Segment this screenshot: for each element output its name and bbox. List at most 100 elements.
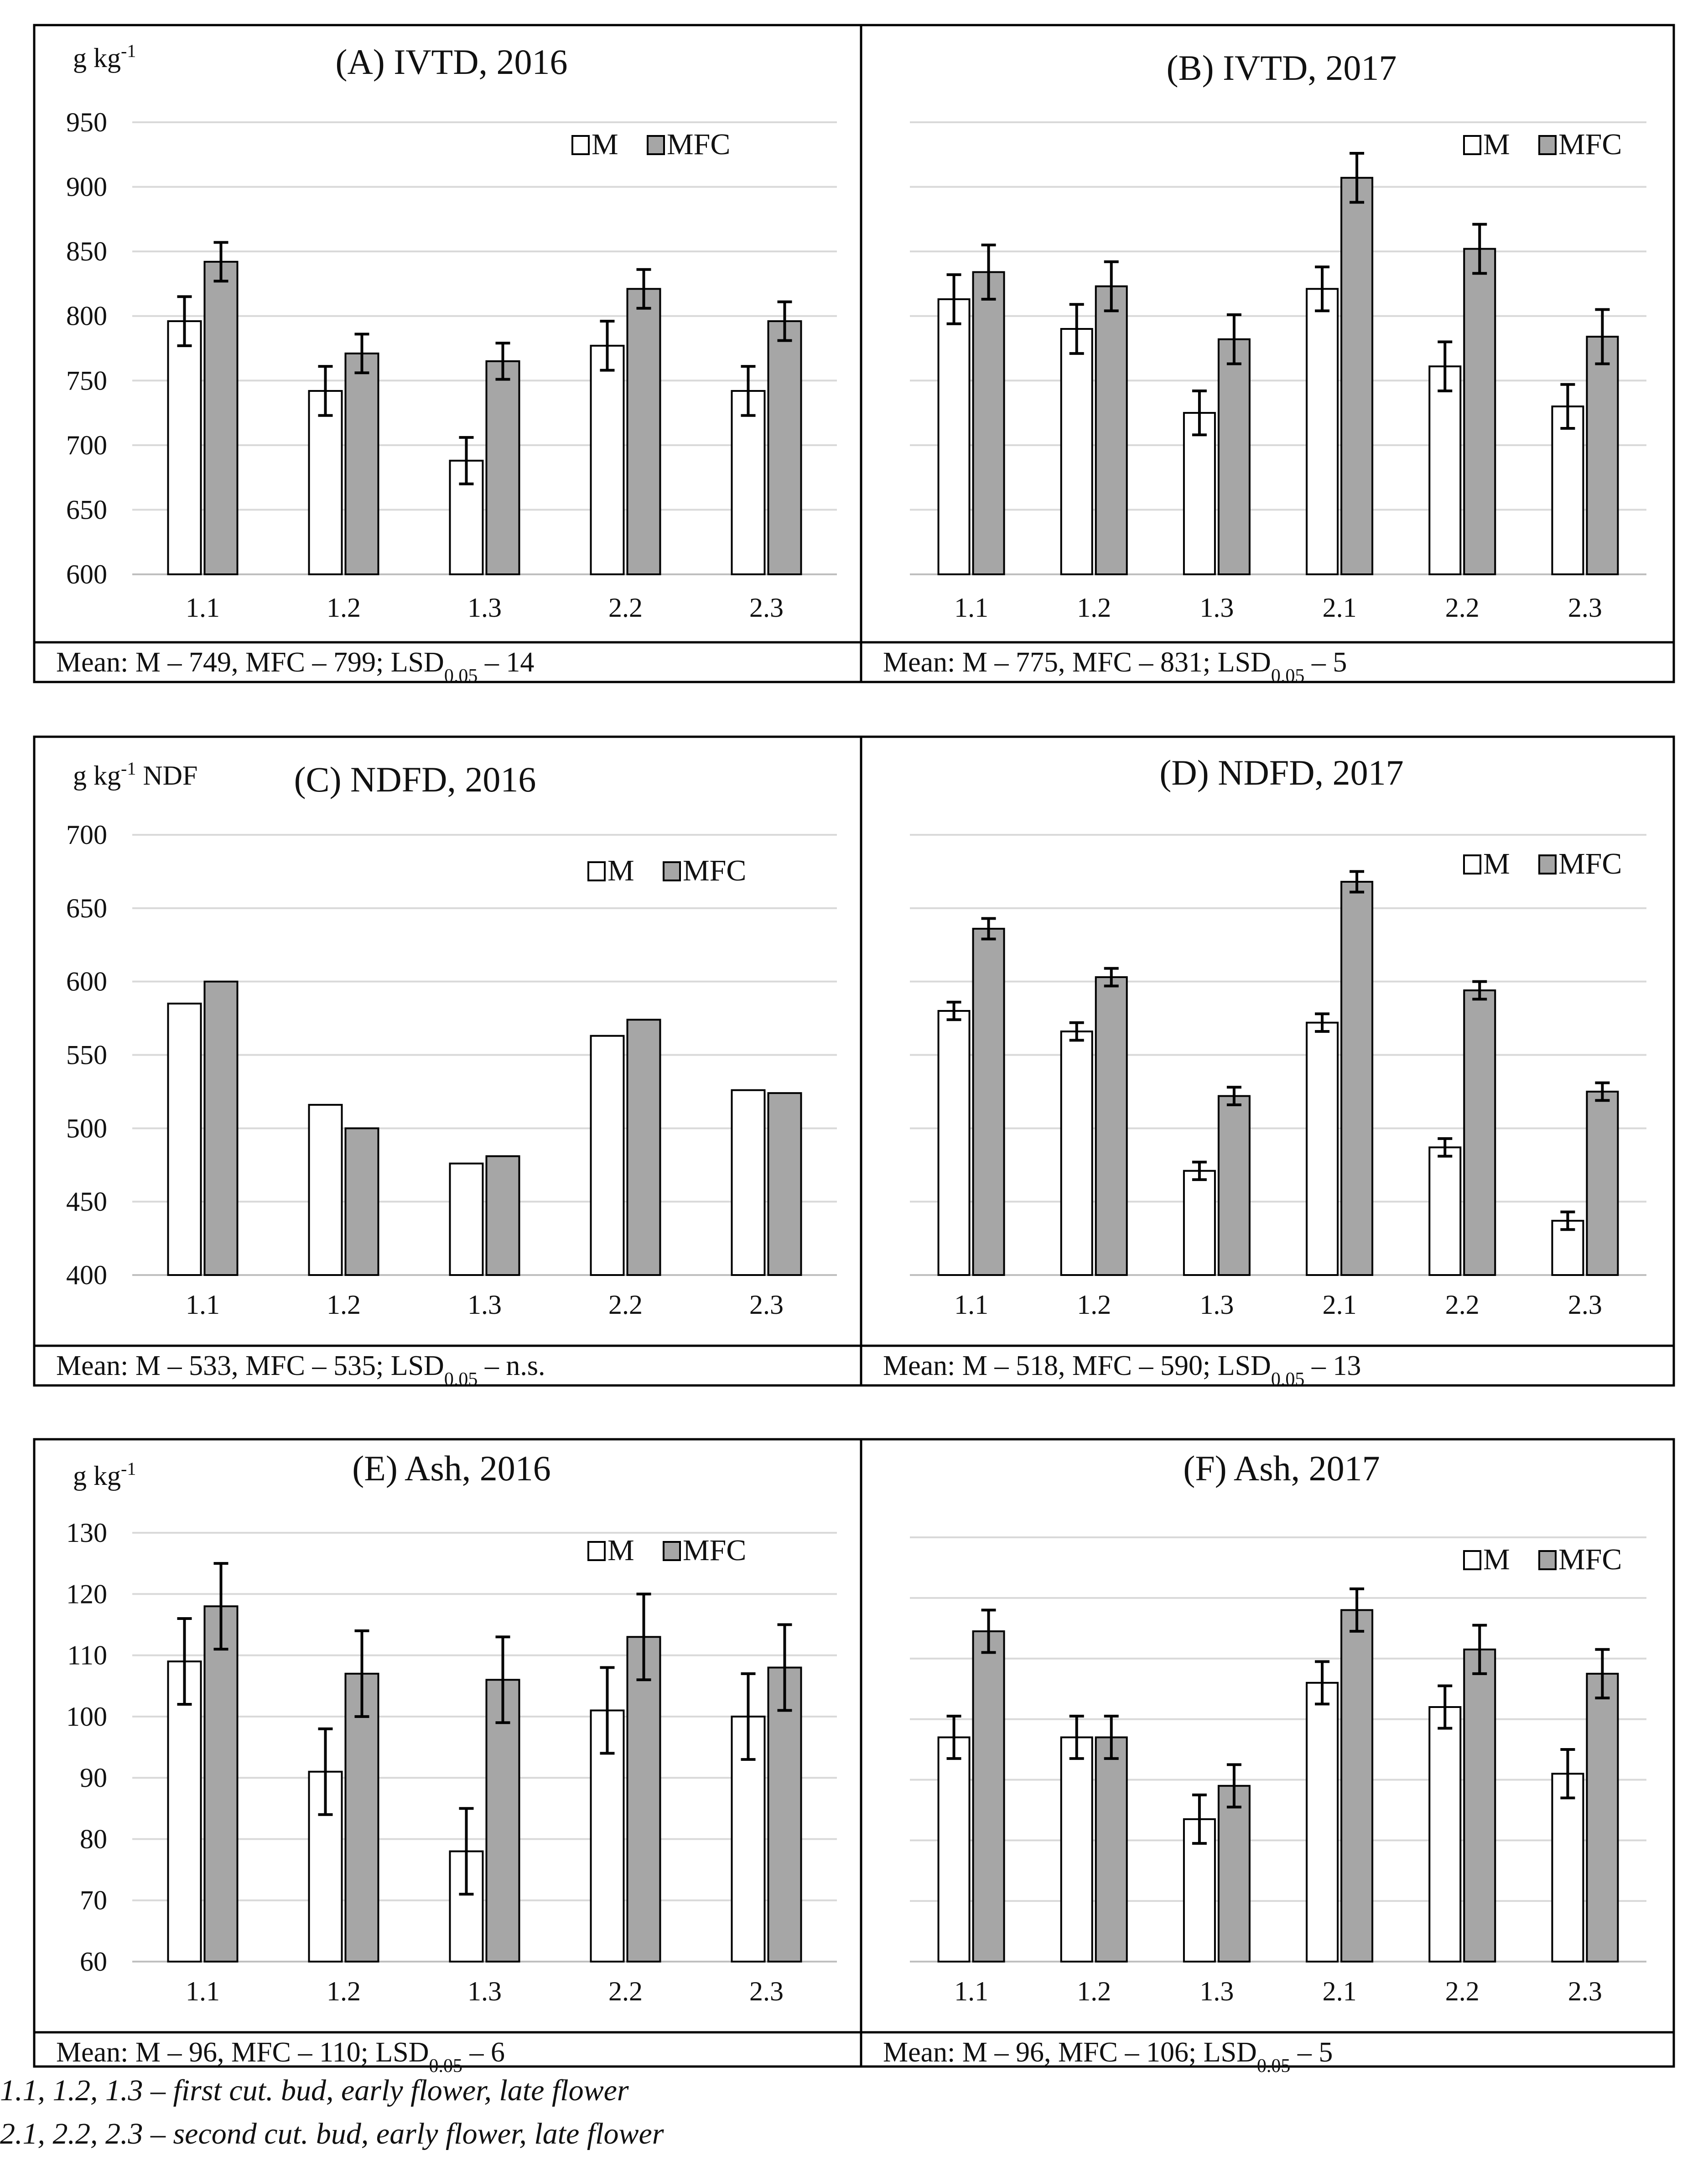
- legend-label-m: M: [1483, 128, 1510, 161]
- legend-label-mfc: MFC: [1558, 847, 1622, 880]
- bar-m-1.2: [1060, 1736, 1093, 1963]
- error-bar: [1069, 1714, 1084, 1760]
- error-bar: [1350, 151, 1365, 204]
- legend-swatch-mfc: [1538, 854, 1557, 875]
- y-tick-label: 600: [66, 559, 107, 589]
- bar-mfc-2.2: [626, 1019, 661, 1276]
- y-tick-label: 70: [80, 1885, 107, 1916]
- bar-mfc-2.3: [767, 1666, 802, 1963]
- bar-m-2.2: [590, 1035, 625, 1276]
- bar-m-2.2: [1428, 1706, 1462, 1963]
- bar-mfc-2.1: [1340, 177, 1374, 576]
- error-bar: [1472, 223, 1487, 275]
- x-tick-label: 2.1: [1323, 593, 1357, 623]
- bar-m-1.1: [937, 1010, 971, 1276]
- bar-m-1.2: [308, 1770, 343, 1963]
- error-bar: [777, 1623, 792, 1712]
- y-tick-label: 120: [66, 1579, 107, 1609]
- bar-m-2.3: [1551, 1773, 1584, 1963]
- y-tick-label: 100: [66, 1702, 107, 1732]
- legend-label-mfc: MFC: [667, 128, 730, 161]
- panel-frame: [860, 735, 1675, 1387]
- bar-m-1.1: [937, 1736, 971, 1963]
- bar-m-1.2: [308, 1104, 343, 1276]
- error-bar: [1560, 1210, 1575, 1231]
- error-bar: [1595, 1081, 1610, 1102]
- error-bar: [1315, 1012, 1330, 1033]
- bar-m-1.3: [1183, 412, 1216, 575]
- bar-mfc-1.1: [972, 1630, 1005, 1963]
- error-bar: [946, 1714, 961, 1760]
- bar-m-2.2: [1428, 1146, 1462, 1276]
- error-bar: [981, 1609, 996, 1654]
- x-tick-label: 1.2: [1077, 593, 1111, 623]
- bar-mfc-1.1: [203, 1605, 239, 1963]
- error-bar: [1069, 1021, 1084, 1042]
- bar-m-2.3: [731, 1089, 766, 1276]
- y-tick-label: 750: [66, 365, 107, 396]
- x-tick-label: 1.3: [1199, 1976, 1234, 2006]
- error-bar: [354, 333, 369, 375]
- error-bar: [1595, 1648, 1610, 1700]
- error-bar: [1472, 980, 1487, 1001]
- bar-mfc-1.1: [203, 260, 239, 575]
- x-tick-label: 1.3: [467, 1290, 502, 1320]
- error-bar: [636, 1593, 651, 1681]
- chart-title: (E) Ash, 2016: [352, 1448, 550, 1488]
- legend-swatch-mfc: [1538, 1550, 1557, 1570]
- bar-mfc-2.3: [1586, 336, 1619, 575]
- legend-label-m: M: [607, 854, 634, 887]
- mean-caption: Mean: M – 749, MFC – 799; LSD0.05 – 14: [56, 647, 534, 687]
- bar-mfc-1.2: [1095, 1736, 1128, 1963]
- error-bar: [1560, 1748, 1575, 1800]
- bar-m-2.3: [731, 390, 766, 575]
- y-tick-label: 400: [66, 1260, 107, 1290]
- x-tick-label: 1.3: [1199, 593, 1234, 623]
- x-tick-label: 1.2: [327, 593, 361, 623]
- bar-mfc-2.1: [1340, 1609, 1374, 1963]
- chart-panel-C: 400 450 500 550 600 650 700 g kg-1 NDF (C) NDFD,…: [33, 735, 862, 1390]
- mean-caption: Mean: M – 518, MFC – 590; LSD0.05 – 13: [883, 1350, 1361, 1390]
- bar-mfc-2.2: [626, 288, 661, 575]
- y-tick-label: 500: [66, 1113, 107, 1143]
- error-bar: [636, 268, 651, 310]
- bar-mfc-2.3: [1586, 1672, 1619, 1963]
- legend-swatch-m: [1463, 854, 1481, 875]
- bar-mfc-2.3: [767, 1092, 802, 1276]
- footnote-second-cut: 2.1, 2.2, 2.3 – second cut. bud, early f…: [0, 2117, 664, 2150]
- mean-caption: Mean: M – 96, MFC – 106; LSD0.05 – 5: [883, 2037, 1333, 2077]
- y-tick-label: 700: [66, 820, 107, 850]
- legend-swatch-m: [587, 1541, 606, 1561]
- y-tick-label: 650: [66, 893, 107, 923]
- legend-label-m: M: [592, 128, 618, 161]
- chart-title: (B) IVTD, 2017: [1167, 48, 1397, 88]
- bar-m-2.1: [1306, 288, 1339, 575]
- error-bar: [1226, 1086, 1241, 1106]
- error-bar: [459, 1807, 474, 1896]
- x-tick-label: 1.1: [186, 593, 220, 623]
- legend-label-mfc: MFC: [683, 854, 746, 887]
- x-tick-label: 1.2: [327, 1976, 361, 2006]
- error-bar: [1438, 1684, 1453, 1730]
- error-bar: [1226, 1763, 1241, 1809]
- bar-m-1.1: [167, 1661, 202, 1963]
- bar-mfc-1.1: [972, 927, 1005, 1276]
- bar-mfc-1.2: [344, 352, 379, 576]
- error-bar: [981, 917, 996, 941]
- error-bar: [1104, 1714, 1119, 1760]
- bar-mfc-2.3: [767, 320, 802, 575]
- error-bar: [741, 1672, 756, 1761]
- y-tick-label: 950: [66, 107, 107, 137]
- bar-mfc-1.3: [1217, 338, 1251, 575]
- x-tick-label: 2.1: [1323, 1976, 1357, 2006]
- bar-m-1.2: [308, 390, 343, 575]
- y-tick-label: 450: [66, 1187, 107, 1217]
- legend-swatch-mfc: [663, 861, 681, 881]
- chart-panel-D: (D) NDFD, 2017 M MFC 1.1 1.2 1.3 2.1 2.2 2.3 Mean…: [860, 735, 1675, 1390]
- error-bar: [1315, 265, 1330, 312]
- bar-mfc-2.2: [1463, 1648, 1496, 1963]
- error-bar: [1069, 303, 1084, 355]
- mean-caption: Mean: M – 775, MFC – 831; LSD0.05 – 5: [883, 647, 1347, 687]
- bar-m-2.2: [590, 344, 625, 576]
- error-bar: [1315, 1660, 1330, 1706]
